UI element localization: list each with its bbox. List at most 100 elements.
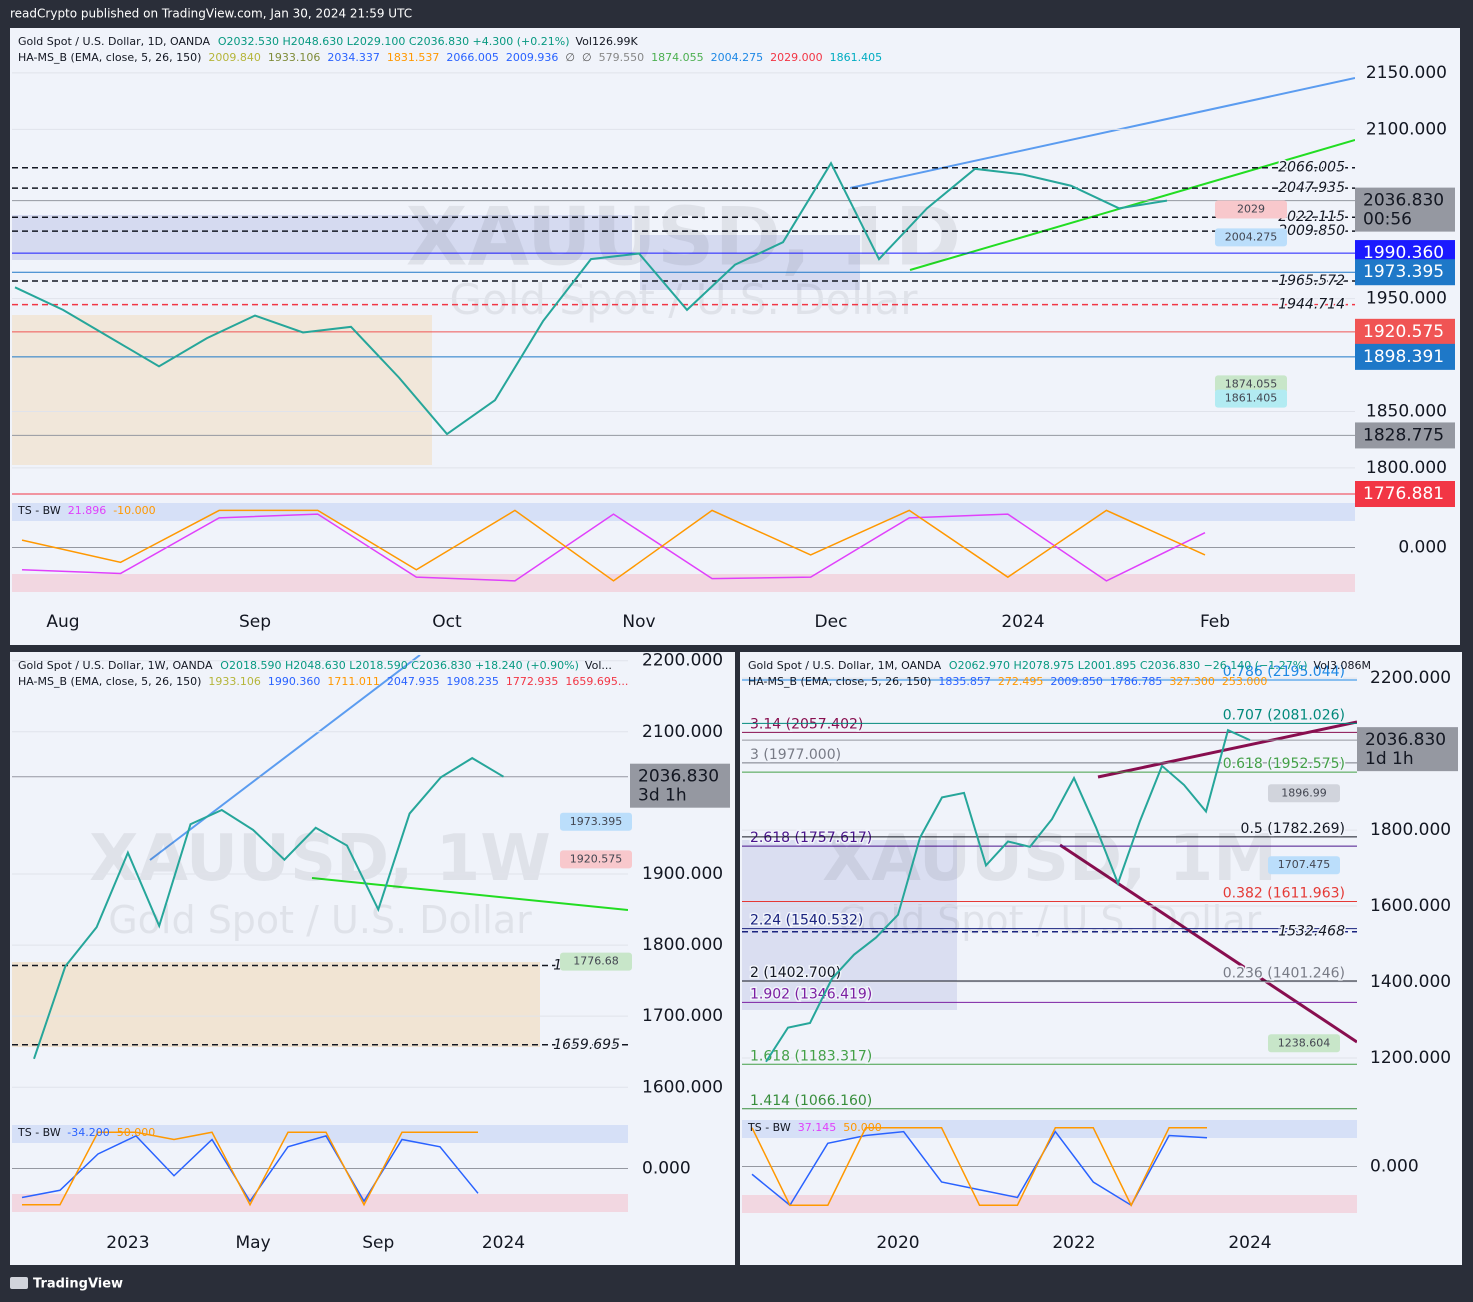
footer-logo[interactable]: TradingView xyxy=(10,1277,123,1292)
indicator-value: ∅ xyxy=(565,51,575,64)
indicator-value: 1874.055 xyxy=(651,51,704,64)
indicator-name: HA-MS_B (EMA, close, 5, 26, 150) xyxy=(18,675,201,688)
price-label: 1828.775 xyxy=(1363,425,1444,445)
osc-title: TS - BW xyxy=(17,1126,61,1139)
price-label: 1990.360 xyxy=(1363,243,1444,263)
panel-daily xyxy=(10,28,1460,645)
y-tick-label: 1700.000 xyxy=(642,1006,723,1026)
fib-label: 2.618 (1757.617) xyxy=(750,830,872,846)
price-label-box xyxy=(1355,187,1455,232)
indicator-line: HA-MS_B (EMA, close, 5, 26, 150) 2009.840… xyxy=(18,51,882,64)
indicator-value: 2029.000 xyxy=(770,51,823,64)
value-tag-label: 1874.055 xyxy=(1225,377,1278,390)
level-label: 2047.935 xyxy=(1278,180,1345,196)
legend-title: Gold Spot / U.S. Dollar, 1M, OANDA xyxy=(748,659,942,672)
legend-line: Gold Spot / U.S. Dollar, 1W, OANDA O2018.… xyxy=(18,659,612,672)
watermark: XAUUSD, 1M xyxy=(822,822,1277,896)
osc-legend: TS - BW 21.896 -10.000 xyxy=(17,504,156,517)
indicator-value: 2009.840 xyxy=(208,51,261,64)
osc-line xyxy=(21,1134,479,1203)
x-tick-label: 2022 xyxy=(1052,1233,1095,1253)
watermark: XAUUSD, 1D xyxy=(406,190,961,283)
fib-label: 0.236 (1401.246) xyxy=(1223,966,1345,982)
value-tag-label: 2004.275 xyxy=(1225,230,1278,243)
price-label: 2036.830 xyxy=(1365,730,1446,750)
osc-upper-band xyxy=(12,503,1355,521)
indicator-value: 1711.011 xyxy=(327,675,380,688)
y-tick-label: 2100.000 xyxy=(642,722,723,742)
price-label: 1776.881 xyxy=(1363,484,1444,504)
indicator-value: 1659.695... xyxy=(565,675,628,688)
level-label: 2022.115 xyxy=(1278,209,1345,225)
indicator-value: 1861.405 xyxy=(830,51,883,64)
price-label-box xyxy=(1355,481,1455,508)
fib-label: 0.707 (2081.026) xyxy=(1223,707,1345,723)
indicator-value: 253.000 xyxy=(1222,675,1268,688)
osc-reading: 37.145 xyxy=(798,1121,837,1134)
fib-label: 3.14 (2057.402) xyxy=(750,716,863,732)
x-tick-label: Feb xyxy=(1200,612,1230,632)
indicator-value: 1990.360 xyxy=(268,675,321,688)
legend-title: Gold Spot / U.S. Dollar, 1W, OANDA xyxy=(18,659,213,672)
value-tag xyxy=(1215,375,1287,394)
price-label-countdown: 1d 1h xyxy=(1365,749,1414,769)
osc-upper-band xyxy=(742,1120,1357,1138)
price-label-box xyxy=(1355,259,1455,286)
watermark: XAUUSD, 1W xyxy=(89,822,551,896)
value-tag xyxy=(560,850,632,869)
osc-lower-band xyxy=(12,574,1355,592)
osc-tick-label: 0.000 xyxy=(642,1159,691,1179)
trend-line xyxy=(909,139,1355,271)
price-label-countdown: 00:56 xyxy=(1363,210,1412,230)
watermark-subtitle: Gold Spot / U.S. Dollar xyxy=(838,898,1262,942)
y-tick-label: 1800.000 xyxy=(1366,458,1447,478)
fib-label: 1.414 (1066.160) xyxy=(750,1093,872,1109)
osc-lower-band xyxy=(12,1194,628,1212)
legend-line: Gold Spot / U.S. Dollar, 1M, OANDA O2062.… xyxy=(748,659,1371,672)
value-tag xyxy=(1268,1034,1340,1053)
level-label: 2009.850 xyxy=(1278,223,1345,239)
publish-header: readCrypto published on TradingView.com,… xyxy=(10,7,412,21)
y-tick-label: 1600.000 xyxy=(642,1077,723,1097)
zone xyxy=(12,962,540,1047)
logo-mark xyxy=(10,1277,28,1289)
value-tag-label: 1238.604 xyxy=(1278,1036,1331,1049)
price-label-box xyxy=(1355,343,1455,370)
y-tick-label: 1850.000 xyxy=(1366,401,1447,421)
y-tick-label: 1600.000 xyxy=(1370,896,1451,916)
y-tick-label: 1900.000 xyxy=(642,864,723,884)
osc-title: TS - BW xyxy=(747,1121,791,1134)
x-tick-label: Sep xyxy=(239,612,271,632)
indicator-name: HA-MS_B (EMA, close, 5, 26, 150) xyxy=(748,675,931,688)
legend-line: Gold Spot / U.S. Dollar, 1D, OANDA O2032.… xyxy=(18,35,638,48)
price-label: 1898.391 xyxy=(1363,347,1444,367)
osc-lower-band xyxy=(742,1195,1357,1213)
value-tag xyxy=(1215,228,1287,247)
osc-legend: TS - BW -34.200 50.000 xyxy=(17,1126,155,1139)
value-tag-label: 2029 xyxy=(1237,202,1265,215)
value-tag xyxy=(1268,784,1340,803)
indicator-value: 2004.275 xyxy=(711,51,764,64)
osc-tick-label: 0.000 xyxy=(1370,1157,1419,1177)
x-tick-label: 2020 xyxy=(876,1233,919,1253)
price-label: 1973.395 xyxy=(1363,262,1444,282)
legend-volume: Vol... xyxy=(585,659,612,672)
price-label: 2036.830 xyxy=(1363,191,1444,211)
x-tick-label: Sep xyxy=(362,1233,394,1253)
legend-ohlc: O2062.970 H2078.975 L2001.895 C2036.830 … xyxy=(949,659,1308,672)
level-label: 1944.714 xyxy=(1278,297,1345,313)
logo-text: TradingView xyxy=(33,1277,123,1292)
trend-line xyxy=(849,77,1355,189)
zone xyxy=(12,215,632,260)
indicator-value: ∅ xyxy=(582,51,592,64)
osc-reading: 21.896 xyxy=(68,504,107,517)
y-tick-label: 1800.000 xyxy=(642,935,723,955)
level-label: 1965.572 xyxy=(1278,273,1345,289)
x-tick-label: Aug xyxy=(46,612,79,632)
y-tick-label: 1400.000 xyxy=(1370,972,1451,992)
drawings-daily xyxy=(12,77,1355,465)
fib-label: 2.24 (1540.532) xyxy=(750,913,863,929)
